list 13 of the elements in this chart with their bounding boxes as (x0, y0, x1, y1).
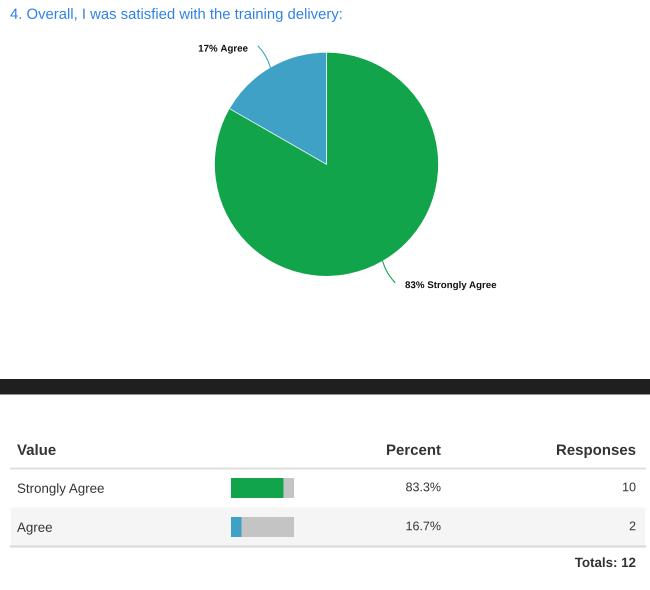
slice-label: Agree (220, 44, 248, 54)
text: Responses (556, 444, 636, 458)
data-label: 83.3% (406, 482, 441, 492)
data-label: 17% (198, 44, 218, 52)
data-label: 83% (405, 281, 424, 288)
data-label: 16.7% (406, 522, 441, 530)
text: 2 (630, 522, 636, 530)
text: Totals: 12 (574, 557, 636, 568)
text: 10 (623, 482, 636, 492)
slice-label: Strongly Agree (428, 281, 496, 290)
text: Percent (386, 444, 441, 456)
y-axis-title: Value (17, 444, 56, 456)
chart-title: 4. Overall, I was satisfied with the training delivery: (10, 8, 342, 22)
